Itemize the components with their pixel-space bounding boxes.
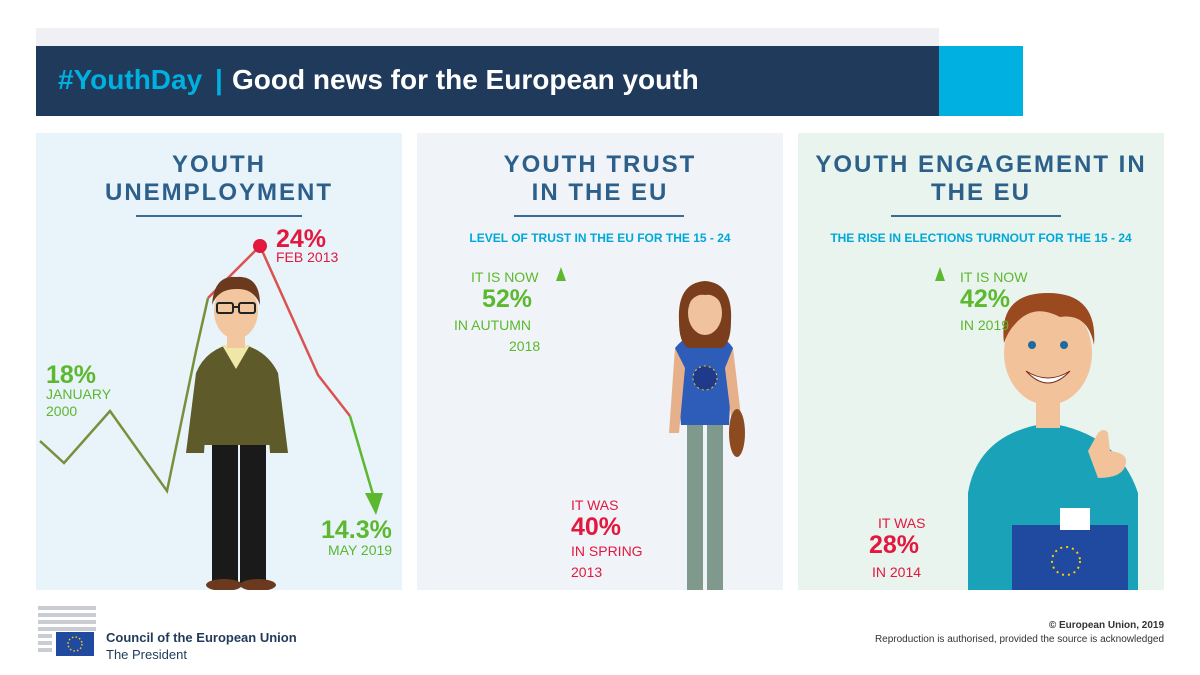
engagement-arrow-head [935,267,945,281]
engagement-title-line1: YOUTH ENGAGEMENT IN [815,151,1147,178]
ballot-box [1012,525,1128,590]
woman-figure [669,281,745,590]
trust-now-value: 52% [482,285,533,313]
engagement-was-label: IT WAS [878,515,926,531]
unemployment-peak-value: 24% [276,225,327,253]
header-accent-block [939,46,1023,116]
engagement-was-when: IN 2014 [872,564,922,580]
trust-was-when-line2: 2013 [571,564,603,580]
title-underline [514,215,684,217]
trust-was-label: IT WAS [571,497,619,513]
trust-title-line1: YOUTH TRUST [503,151,697,178]
unemployment-title-line1: YOUTH [172,151,266,178]
unemployment-panel: YOUTH UNEMPLOYMENT [36,133,402,590]
title-underline [891,215,1061,217]
trust-subtitle: LEVEL OF TRUST IN THE EU FOR THE 15 - 24 [469,231,731,245]
unemployment-peak-date: FEB 2013 [276,249,339,265]
unemployment-end-date: MAY 2019 [328,542,393,558]
footer-copyright: © European Union, 2019 [1048,620,1164,631]
header-top-strip [36,28,939,46]
title-underline [136,215,302,217]
unemployment-start-date-line2: 2000 [46,403,78,419]
unemployment-start-date-line1: JANUARY [46,386,112,402]
trust-now-when-line1: IN AUTUMN [454,317,531,333]
eu-flag-icon [56,632,94,656]
ballot-paper [1060,508,1090,530]
trend-line-recent [348,415,376,499]
footer-organization: Council of the European Union [106,630,297,645]
footer-reproduction-notice: Reproduction is authorised, provided the… [874,634,1164,645]
engagement-subtitle: THE RISE IN ELECTIONS TURNOUT FOR THE 15… [830,231,1132,245]
footer-role: The President [106,647,187,662]
peak-marker [253,239,267,253]
header-banner [36,46,939,116]
council-logo [38,606,96,656]
trust-was-value: 40% [571,513,622,541]
boy-voter-figure [968,293,1138,590]
unemployment-start-value: 18% [46,361,97,389]
trust-now-when-line2: 2018 [509,338,541,354]
engagement-now-when: IN 2019 [960,317,1010,333]
trust-now-label: IT IS NOW [471,269,539,285]
eu-stars-ring [1051,546,1081,576]
trust-arrow-head [556,267,566,281]
header-separator: | [215,64,223,95]
trust-was-when-line1: IN SPRING [571,543,643,559]
trust-panel: YOUTH TRUST IN THE EU LEVEL OF TRUST IN … [417,133,783,590]
engagement-panel: YOUTH ENGAGEMENT IN THE EU THE RISE IN E… [798,133,1164,590]
engagement-now-value: 42% [960,285,1011,313]
trend-line-early [39,297,210,495]
engagement-title-line2: THE EU [930,179,1031,206]
unemployment-trend-illustration [39,239,383,590]
trust-title-line2: IN THE EU [531,179,669,206]
man-figure [186,276,288,590]
header-hashtag: #YouthDay [58,64,203,95]
trend-arrow-head [365,493,383,515]
unemployment-title-line2: UNEMPLOYMENT [105,179,333,206]
trend-line-decline [207,243,351,417]
header-title: Good news for the European youth [232,64,699,95]
unemployment-end-value: 14.3% [321,516,392,544]
engagement-was-value: 28% [869,531,920,559]
trust-illustration [556,267,745,590]
thumbs-up-hand [1088,430,1127,478]
engagement-now-label: IT IS NOW [960,269,1028,285]
engagement-illustration [935,267,1138,590]
